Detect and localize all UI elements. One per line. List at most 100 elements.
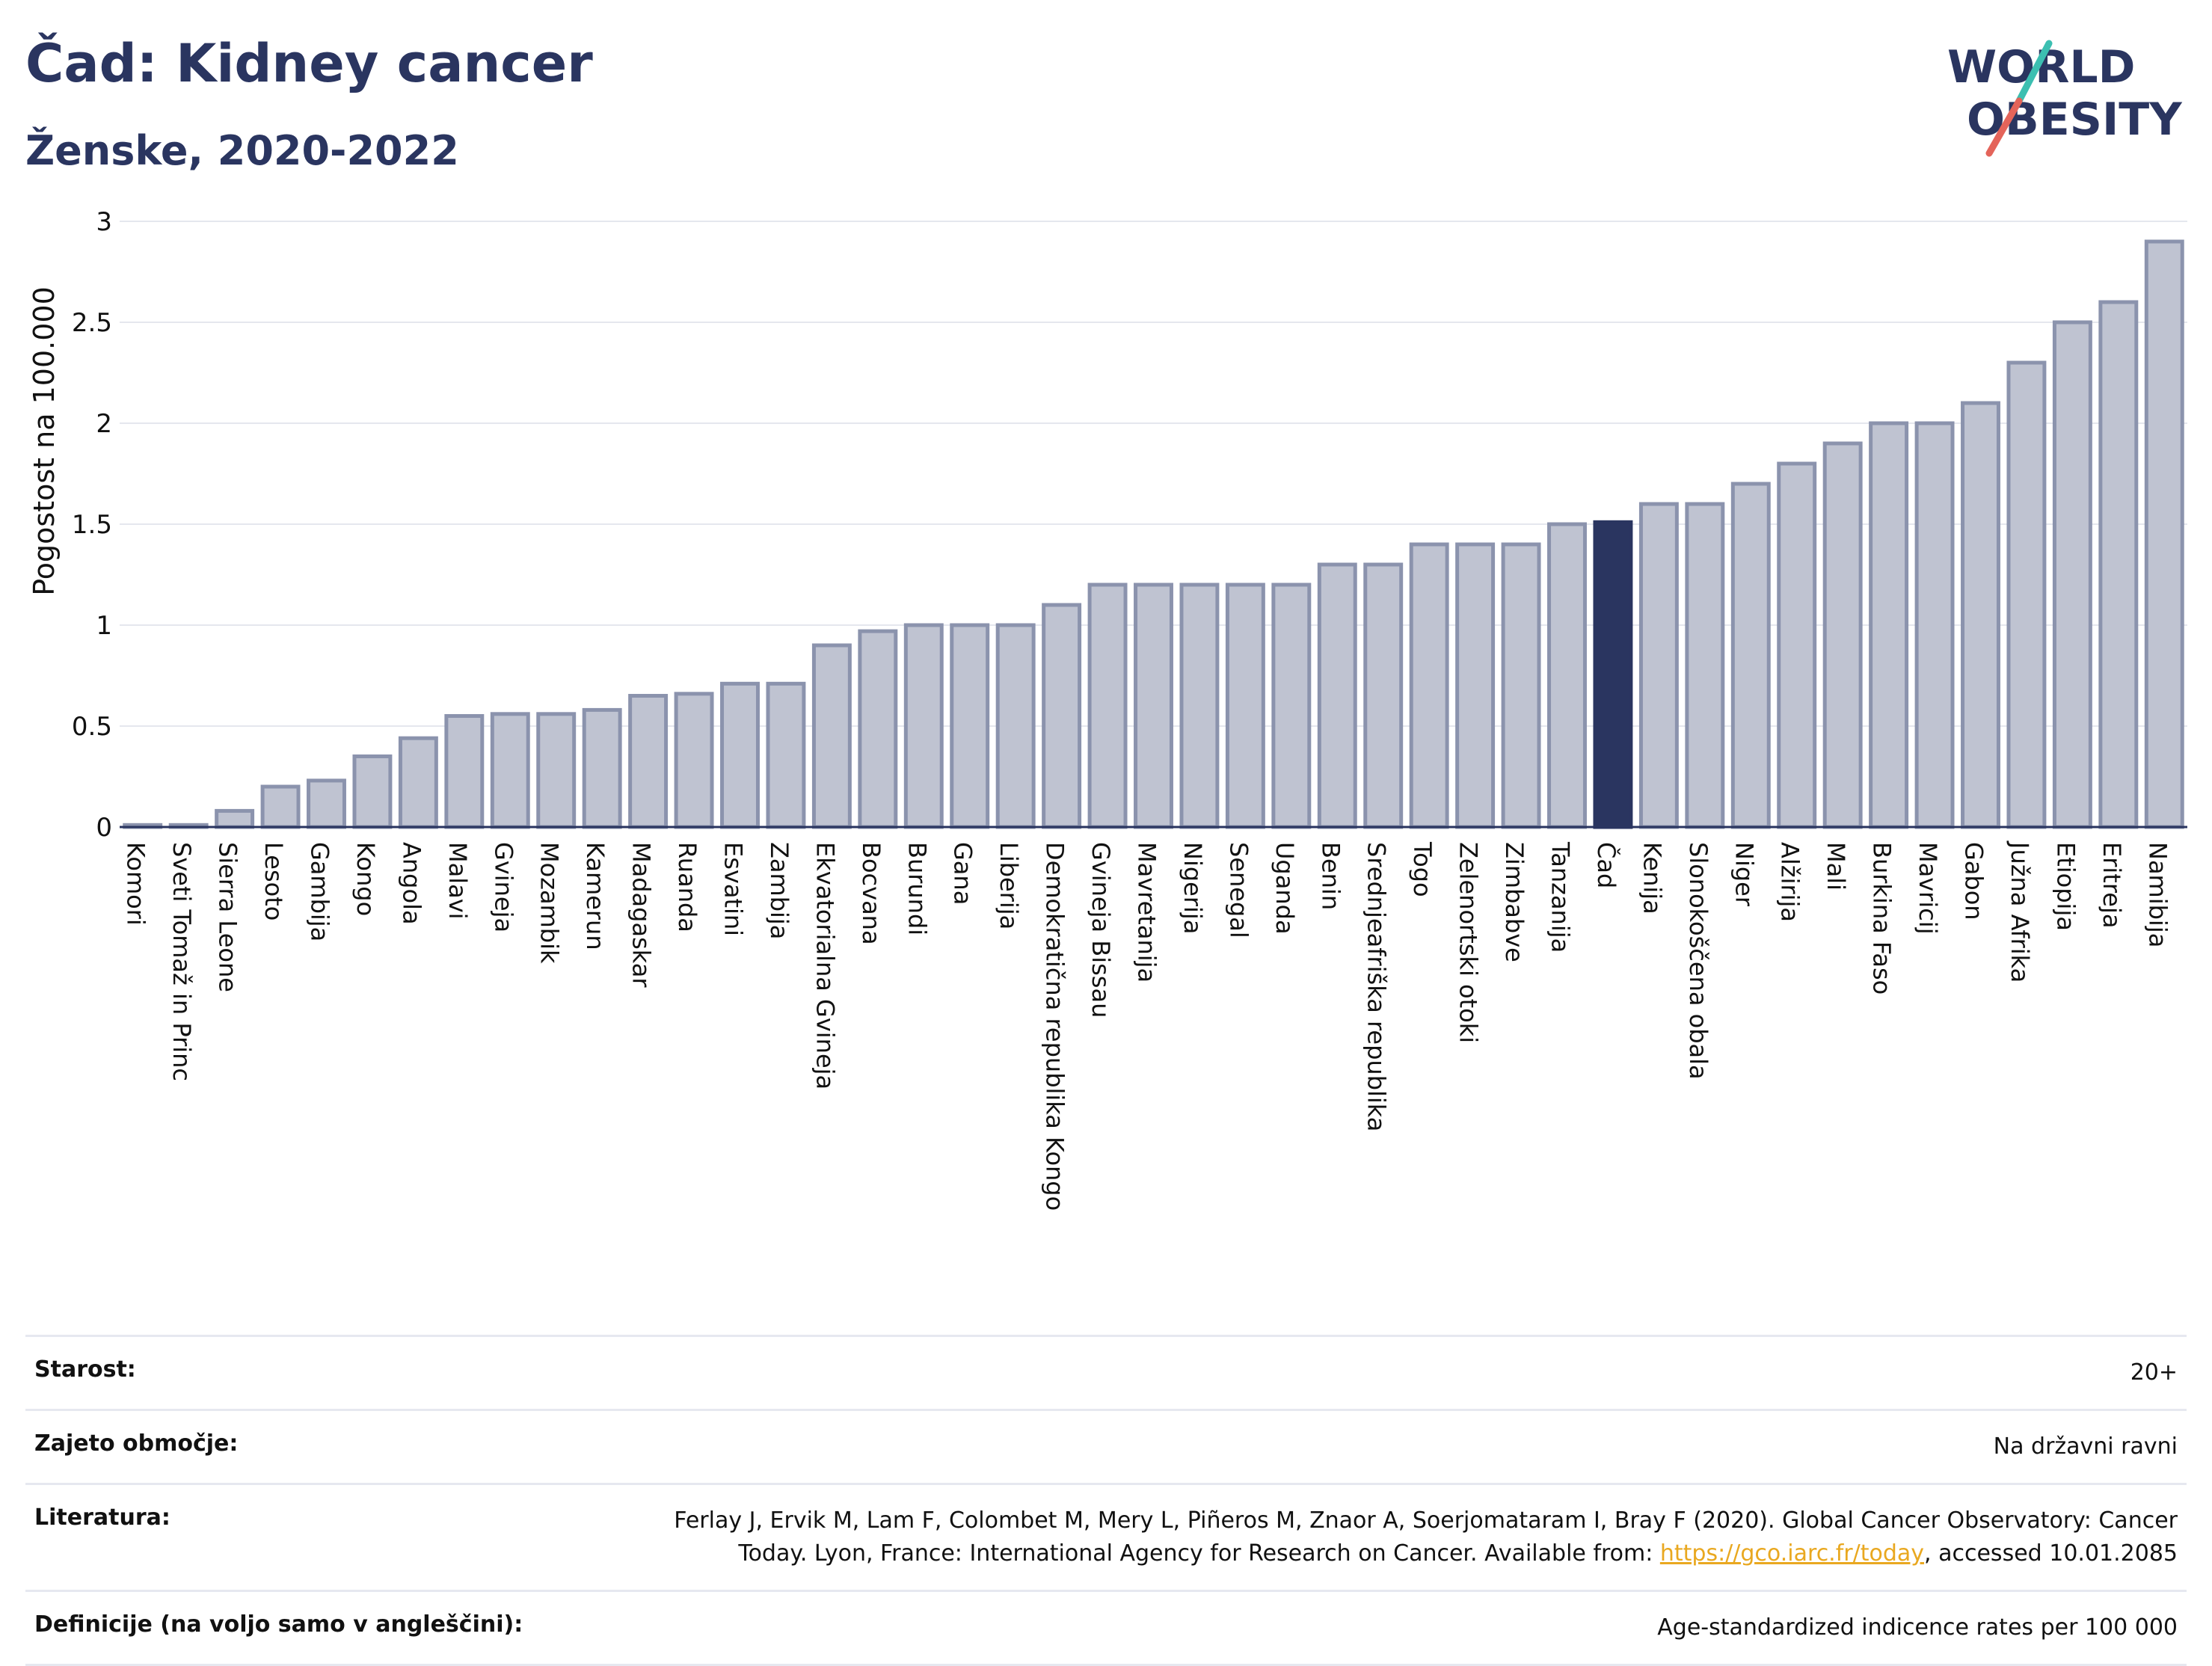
x-tick-label: Slonokoščena obala bbox=[1684, 842, 1712, 1080]
bar bbox=[352, 754, 393, 829]
bar bbox=[811, 643, 852, 829]
bar bbox=[1409, 542, 1449, 829]
bar bbox=[1961, 401, 2000, 829]
x-tick-label: Burkina Faso bbox=[1868, 842, 1896, 995]
y-tick-label: 2 bbox=[96, 409, 112, 439]
x-tick-label: Gambija bbox=[306, 842, 334, 941]
x-tick-label: Senegal bbox=[1224, 842, 1253, 938]
logo-slash-teal bbox=[2015, 40, 2053, 105]
x-tick-label: Mali bbox=[1822, 842, 1850, 891]
bar bbox=[858, 629, 898, 829]
bar bbox=[2098, 300, 2139, 829]
info-label-age: Starost: bbox=[34, 1356, 136, 1383]
x-tick-label: Zelenortski otoki bbox=[1454, 842, 1483, 1043]
x-tick-label: Kongo bbox=[351, 842, 380, 916]
bar bbox=[995, 623, 1036, 829]
x-tick-label: Čad bbox=[1592, 842, 1621, 888]
info-table: Starost: 20+ Zajeto območje: Na državni … bbox=[25, 1335, 2187, 1666]
bar bbox=[536, 712, 577, 829]
info-row-age: Starost: 20+ bbox=[25, 1335, 2187, 1409]
bar bbox=[903, 623, 944, 829]
bar bbox=[766, 681, 806, 829]
x-tick-label: Sveti Tomaž in Princ bbox=[168, 842, 196, 1081]
info-value-coverage: Na državni ravni bbox=[1993, 1433, 2178, 1460]
bar bbox=[307, 778, 346, 829]
x-tick-label: Demokratična republika Kongo bbox=[1041, 842, 1069, 1211]
bar bbox=[2144, 239, 2184, 829]
x-tick-label: Niger bbox=[1730, 842, 1758, 907]
literature-text: Ferlay J, Ervik M, Lam F, Colombet M, Me… bbox=[674, 1507, 2178, 1567]
bar bbox=[1730, 482, 1771, 829]
x-tick-label: Ekvatorialna Gvineja bbox=[811, 842, 839, 1089]
info-label-coverage: Zajeto območje: bbox=[34, 1430, 239, 1457]
x-tick-label: Bocvana bbox=[857, 842, 885, 945]
x-tick-label: Kenija bbox=[1638, 842, 1666, 915]
bar bbox=[582, 707, 622, 829]
bar-chart: 0 0.5 1 1.5 2 2.5 3 Komori Sveti Tomaž in Princ… bbox=[28, 207, 2187, 1211]
x-tick-label: Liberija bbox=[995, 842, 1023, 929]
info-row-coverage: Zajeto območje: Na državni ravni bbox=[25, 1409, 2187, 1483]
y-tick-label: 1.5 bbox=[72, 510, 112, 540]
bar bbox=[1179, 583, 1220, 829]
literature-link[interactable]: https://gco.iarc.fr/today bbox=[1659, 1540, 1925, 1567]
x-tick-label: Srednjeafriška republika bbox=[1362, 842, 1391, 1131]
logo-slash-red bbox=[1985, 97, 2023, 157]
bar bbox=[490, 712, 530, 829]
x-tick-label: Komori bbox=[122, 842, 150, 926]
chart-title: Čad: Kidney cancer bbox=[25, 33, 593, 94]
chart-subtitle: Ženske, 2020-2022 bbox=[25, 127, 459, 174]
world-obesity-logo: WORLD OBESITY bbox=[1947, 40, 2183, 157]
bar bbox=[1455, 542, 1496, 829]
x-tick-label: Burundi bbox=[903, 842, 931, 935]
y-tick-label: 3 bbox=[96, 207, 112, 237]
x-tick-label: Mavretanija bbox=[1133, 842, 1161, 983]
bar bbox=[1501, 542, 1541, 829]
bars bbox=[123, 239, 2184, 829]
bar bbox=[1822, 441, 1863, 829]
y-tick-label: 1 bbox=[96, 611, 112, 641]
x-tick-label: Angola bbox=[397, 842, 425, 925]
bar bbox=[1087, 583, 1128, 829]
bar bbox=[444, 714, 485, 829]
info-value-age: 20+ bbox=[2130, 1359, 2178, 1386]
x-tick-label: Gana bbox=[949, 842, 977, 905]
bar bbox=[628, 694, 669, 829]
bar bbox=[1134, 583, 1173, 829]
info-row-definitions: Definicije (na voljo samo v angleščini):… bbox=[25, 1590, 2187, 1666]
x-tick-label: Namibija bbox=[2143, 842, 2172, 947]
bar bbox=[674, 692, 714, 829]
bar bbox=[1317, 562, 1357, 829]
info-row-literature: Literatura: Ferlay J, Ervik M, Lam F, Co… bbox=[25, 1483, 2187, 1590]
y-tick-label: 0 bbox=[96, 813, 112, 843]
bar bbox=[1685, 502, 1725, 829]
bar bbox=[1042, 603, 1082, 829]
x-axis-labels: Komori Sveti Tomaž in Princ Sierra Leone Le… bbox=[122, 840, 2172, 1211]
info-value-literature: Ferlay J, Ervik M, Lam F, Colombet M, Me… bbox=[607, 1504, 2178, 1570]
x-tick-label: Sierra Leone bbox=[214, 842, 242, 992]
bar bbox=[1363, 562, 1404, 829]
info-label-literature: Literatura: bbox=[34, 1504, 170, 1531]
x-tick-label: Gvineja Bissau bbox=[1087, 842, 1115, 1018]
x-tick-label: Zambija bbox=[765, 842, 793, 939]
x-tick-label: Ruanda bbox=[673, 842, 701, 932]
bar bbox=[1914, 421, 1955, 829]
bar bbox=[1225, 583, 1265, 829]
bar bbox=[950, 623, 990, 829]
bar bbox=[1777, 461, 1817, 829]
logo-line1: WORLD bbox=[1947, 41, 2135, 93]
x-tick-label: Esvatini bbox=[719, 842, 748, 936]
x-tick-label: Tanzanija bbox=[1546, 841, 1575, 953]
x-tick-label: Kamerun bbox=[581, 842, 609, 950]
info-value-definitions: Age-standardized indicence rates per 100… bbox=[1657, 1614, 2178, 1641]
bar bbox=[215, 808, 255, 829]
x-tick-label: Gvineja bbox=[489, 842, 517, 932]
info-label-definitions: Definicije (na voljo samo v angleščini): bbox=[34, 1611, 523, 1638]
literature-accessed: , accessed 10.01.2085 bbox=[1924, 1540, 2178, 1567]
x-tick-label: Benin bbox=[1316, 842, 1345, 910]
y-tick-label: 2.5 bbox=[72, 308, 112, 338]
x-tick-label: Nigerija bbox=[1179, 842, 1207, 934]
bar bbox=[1271, 583, 1312, 829]
bar bbox=[398, 736, 438, 829]
bar bbox=[260, 784, 301, 829]
x-tick-label: Zimbabve bbox=[1500, 842, 1529, 962]
